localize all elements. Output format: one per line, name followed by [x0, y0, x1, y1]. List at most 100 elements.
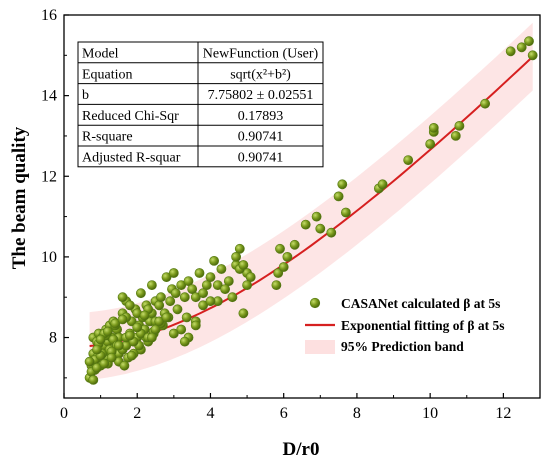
x-tick-label: 4 [206, 405, 214, 422]
fit-table-value: 7.75802 ± 0.02551 [208, 88, 314, 103]
data-point [88, 374, 99, 385]
data-point [92, 362, 102, 373]
fit-table-value: sqrt(x²+b²) [230, 67, 291, 82]
data-point [183, 276, 194, 286]
fit-table-label: Model [82, 47, 119, 62]
data-point [106, 352, 117, 363]
fit-table-label: b [82, 88, 89, 103]
legend: CASANet calculated β at 5s Exponential fi… [305, 296, 505, 354]
data-point [179, 336, 190, 347]
data-point [234, 243, 245, 254]
data-point [242, 280, 252, 290]
data-point [231, 251, 241, 262]
data-point [227, 292, 238, 303]
data-point [238, 260, 249, 270]
data-point [527, 50, 538, 61]
data-point [201, 280, 212, 290]
legend-label-band: 95% Prediction band [341, 339, 464, 354]
data-point [165, 296, 176, 307]
plot-frame [63, 14, 541, 399]
data-point [505, 46, 516, 57]
data-point [150, 324, 161, 335]
data-point [480, 98, 490, 109]
fit-table-value: 0.90741 [238, 130, 284, 145]
data-point [282, 251, 293, 262]
fit-parameters-table: Model NewFunction (User) Equation sqrt(x²+b… [77, 41, 324, 168]
data-point [139, 310, 150, 321]
data-point [168, 268, 179, 278]
x-tick-label: 0 [60, 405, 68, 422]
data-point [209, 255, 219, 266]
fit-table-value: 0.90741 [238, 151, 284, 166]
fit-table-label: R-square [82, 130, 133, 145]
data-point [132, 322, 143, 333]
data-point [220, 284, 230, 294]
data-point [216, 264, 227, 274]
data-point [245, 272, 256, 282]
data-point [340, 207, 351, 218]
legend-label-fit: Exponential fitting of β at 5s [341, 318, 505, 333]
data-point [92, 344, 102, 355]
data-point [84, 356, 95, 367]
data-point [190, 320, 201, 331]
data-point [114, 340, 124, 351]
legend-marker-band [305, 340, 335, 354]
x-tick-label: 12 [495, 405, 511, 422]
x-tick-label: 6 [280, 405, 288, 422]
data-point [124, 330, 135, 341]
data-point [198, 288, 208, 299]
x-axis-title: D/r0 [283, 439, 320, 460]
data-point [172, 304, 183, 315]
legend-marker-points [309, 297, 321, 309]
data-point [271, 280, 282, 290]
data-point [377, 179, 388, 190]
data-point [156, 292, 166, 303]
data-point [403, 155, 414, 165]
legend-label-points: CASANet calculated β at 5s [341, 296, 500, 311]
data-point [124, 300, 135, 311]
data-point [168, 328, 179, 339]
data-point [126, 350, 137, 361]
data-point [119, 360, 130, 371]
data-point [516, 42, 527, 53]
data-point [333, 191, 344, 202]
data-point [103, 326, 113, 337]
data-point [198, 300, 208, 311]
data-point [99, 358, 110, 369]
data-point [154, 300, 165, 311]
data-point [300, 219, 311, 230]
data-point [425, 139, 436, 149]
data-point [524, 36, 534, 47]
y-tick-label: 10 [41, 249, 57, 266]
data-point [311, 211, 322, 222]
x-tick-label: 8 [353, 405, 361, 422]
data-point [428, 123, 439, 133]
data-point [205, 296, 216, 307]
data-point [181, 312, 192, 323]
data-point [161, 312, 172, 323]
data-point [187, 284, 198, 294]
data-point [450, 130, 461, 141]
data-point [146, 332, 157, 343]
data-point [135, 288, 146, 299]
data-point [95, 334, 106, 345]
fit-table-value: 0.17893 [238, 109, 284, 124]
data-point [315, 223, 326, 234]
x-tick-label: 10 [422, 405, 438, 422]
data-point [205, 272, 216, 282]
axes [63, 14, 541, 399]
data-point [194, 268, 205, 278]
data-point [146, 280, 157, 290]
data-points-layer [84, 36, 538, 385]
data-point [223, 276, 234, 286]
data-point [117, 314, 128, 325]
y-tick-label: 16 [41, 7, 57, 24]
data-point [289, 239, 300, 250]
fit-table-label: Equation [82, 67, 133, 82]
data-point [117, 292, 128, 303]
fit-table-value: NewFunction (User) [203, 47, 319, 62]
data-point [275, 243, 285, 254]
y-tick-label: 12 [41, 168, 57, 185]
data-point [170, 288, 181, 299]
